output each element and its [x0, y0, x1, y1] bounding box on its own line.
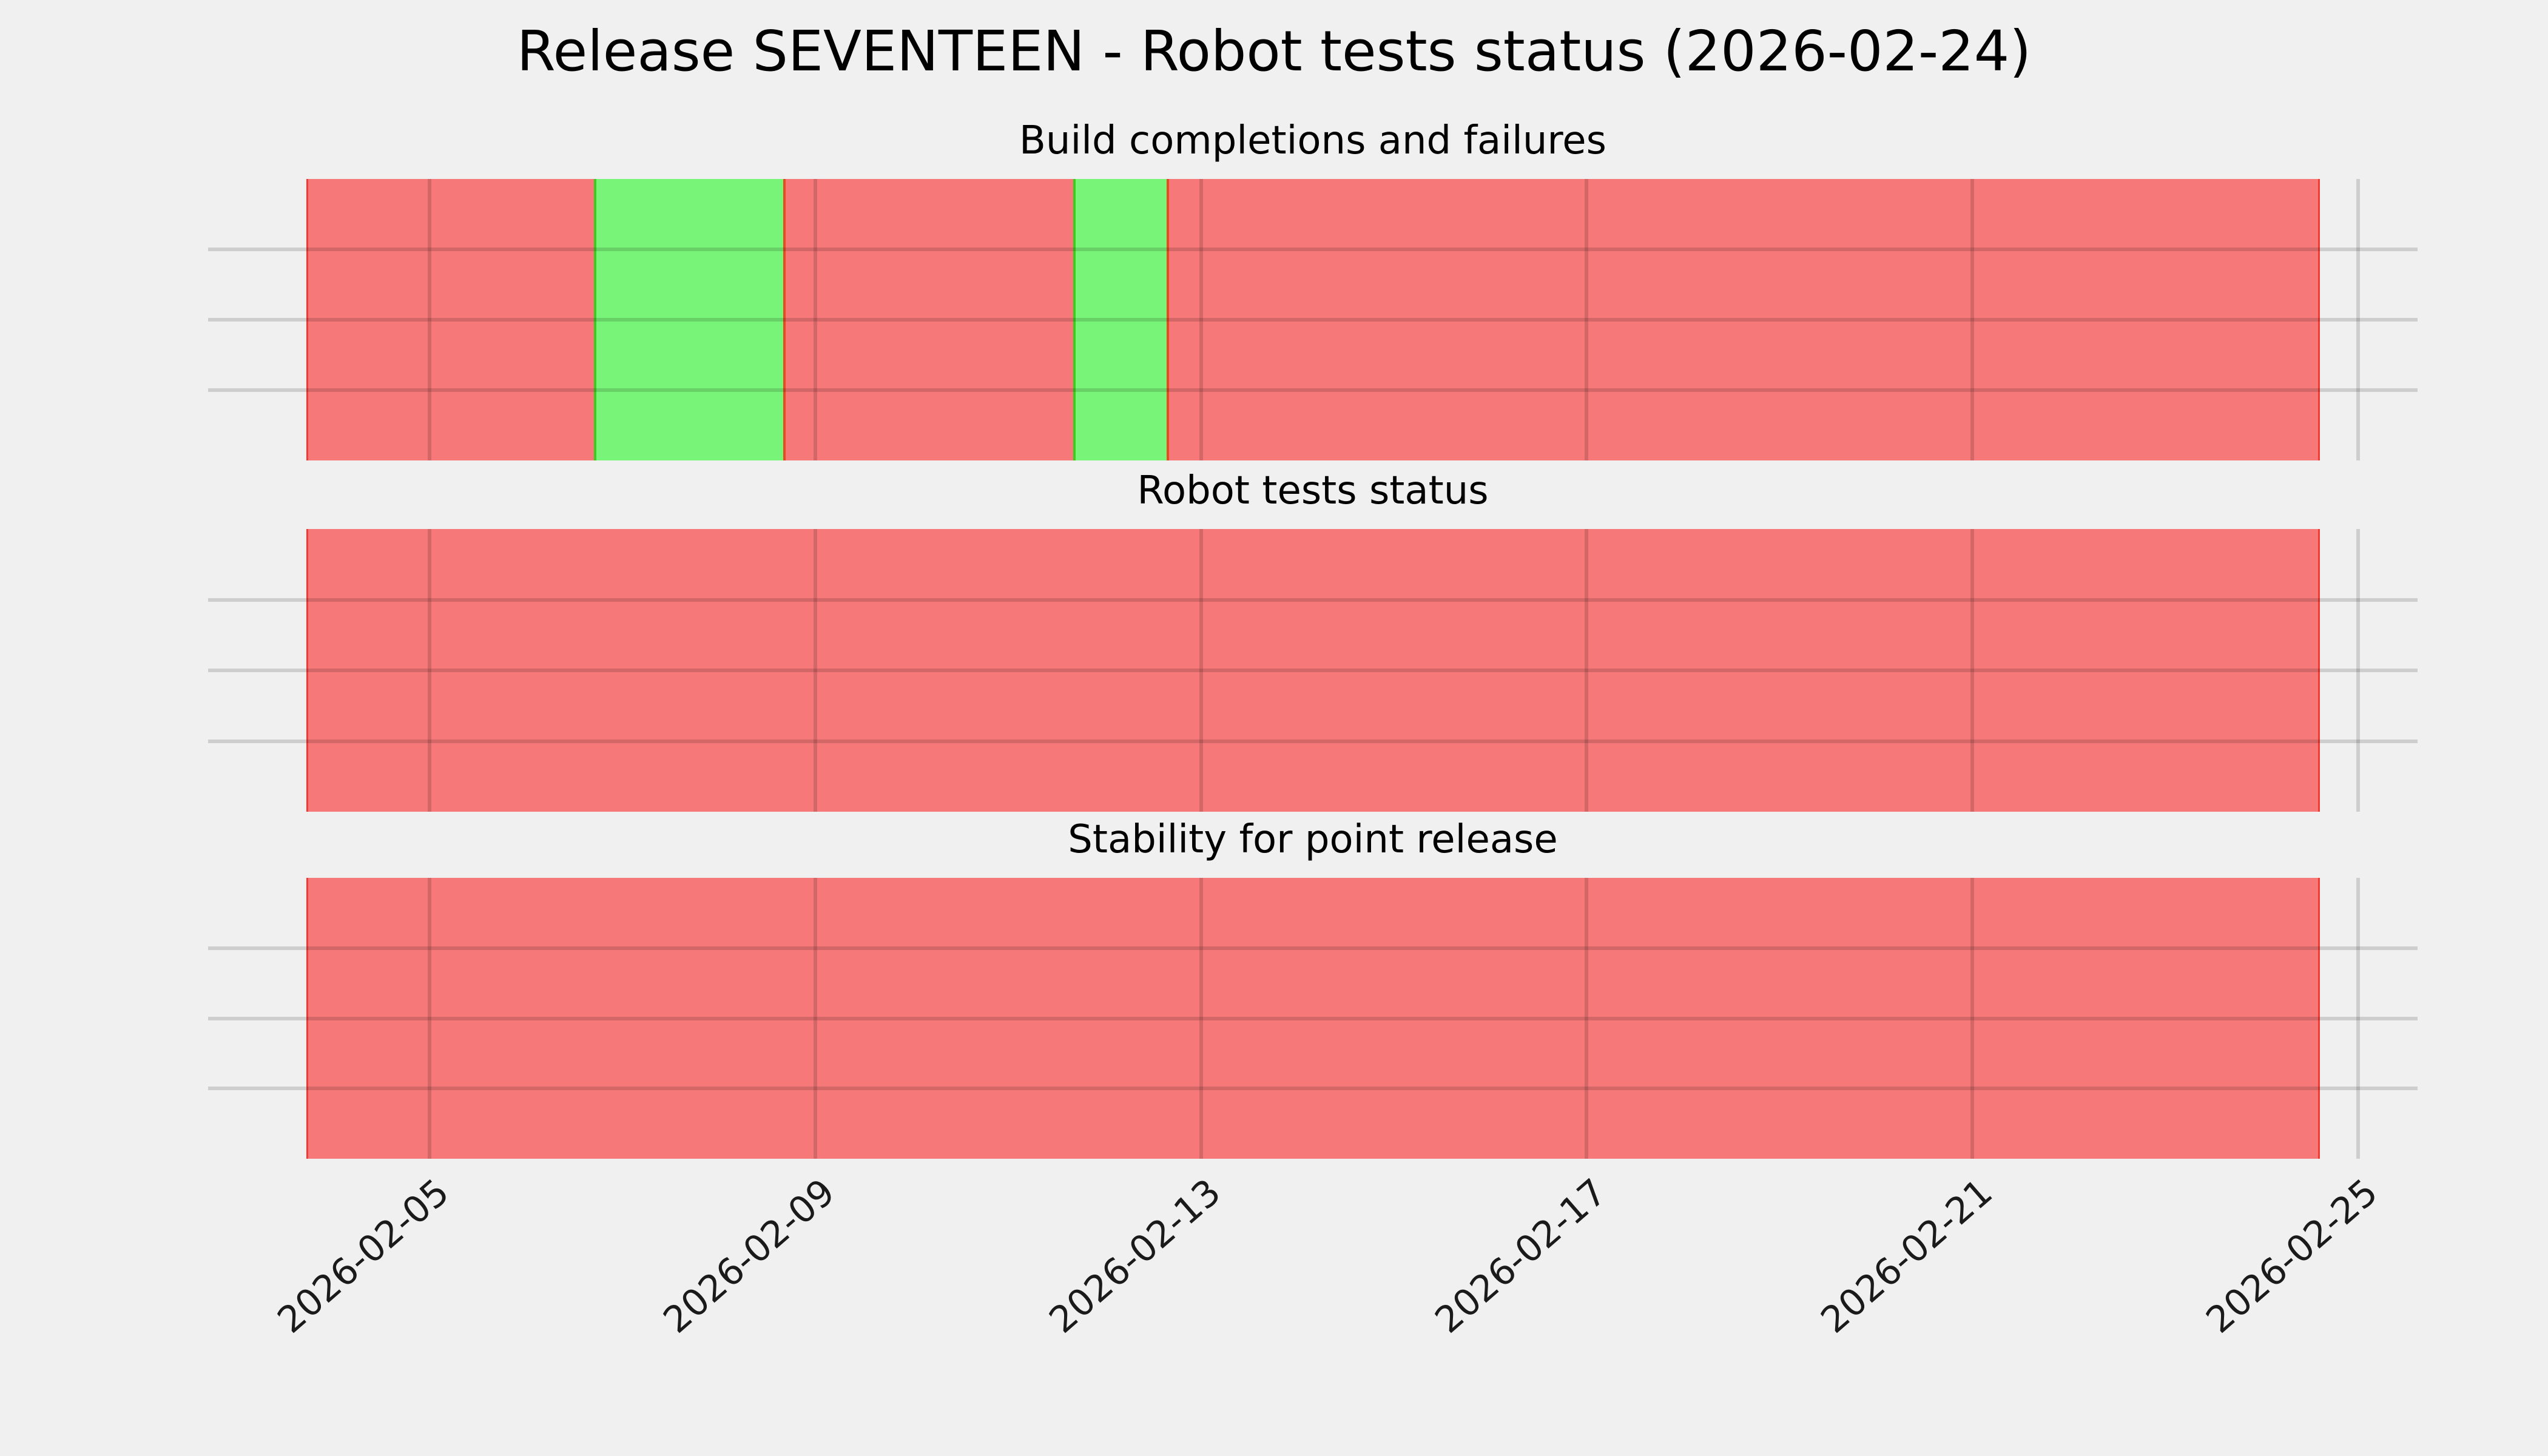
- h-gridline: [208, 248, 2418, 251]
- bars-area: [306, 179, 2320, 460]
- v-gridline: [1970, 179, 1974, 460]
- status-bar-pass: [594, 179, 786, 460]
- v-gridline: [428, 529, 431, 812]
- x-tick-label: 2026-02-09: [655, 1171, 843, 1342]
- status-bar-pass: [1073, 179, 1170, 460]
- status-bar-fail: [1169, 179, 2320, 460]
- x-tick-label: 2026-02-05: [269, 1171, 457, 1342]
- v-gridline: [1199, 179, 1203, 460]
- status-bar-fail: [786, 179, 1074, 460]
- v-gridline: [1585, 179, 1588, 460]
- h-gridline: [208, 598, 2418, 602]
- status-bar-fail: [306, 878, 2320, 1159]
- subplot-axes: [208, 529, 2418, 812]
- v-gridline: [2356, 878, 2360, 1159]
- x-tick-label: 2026-02-17: [1427, 1171, 1615, 1342]
- h-gridline: [208, 740, 2418, 743]
- status-bar-fail: [306, 179, 595, 460]
- v-gridline: [1970, 529, 1974, 812]
- subplot-title: Robot tests status: [1137, 468, 1489, 513]
- x-tick-label: 2026-02-25: [2198, 1171, 2386, 1342]
- v-gridline: [1199, 878, 1203, 1159]
- v-gridline: [814, 878, 817, 1159]
- bars-area: [306, 529, 2320, 812]
- subplot-title: Build completions and failures: [1019, 118, 1606, 163]
- v-gridline: [1585, 878, 1588, 1159]
- subplot-title: Stability for point release: [1068, 817, 1558, 862]
- v-gridline: [428, 179, 431, 460]
- v-gridline: [2356, 179, 2360, 460]
- subplot-axes: [208, 878, 2418, 1159]
- v-gridline: [1970, 878, 1974, 1159]
- v-gridline: [814, 179, 817, 460]
- x-tick-label: 2026-02-13: [1041, 1171, 1229, 1342]
- subplot-axes: [208, 179, 2418, 460]
- v-gridline: [1199, 529, 1203, 812]
- v-gridline: [1585, 529, 1588, 812]
- status-bar-fail: [306, 529, 2320, 812]
- h-gridline: [208, 946, 2418, 950]
- v-gridline: [428, 878, 431, 1159]
- v-gridline: [2356, 529, 2360, 812]
- figure-title: Release SEVENTEEN - Robot tests status (…: [516, 19, 2032, 84]
- bars-area: [306, 878, 2320, 1159]
- h-gridline: [208, 318, 2418, 322]
- v-gridline: [814, 529, 817, 812]
- h-gridline: [208, 1017, 2418, 1020]
- x-tick-label: 2026-02-21: [1813, 1171, 2001, 1342]
- h-gridline: [208, 669, 2418, 672]
- h-gridline: [208, 388, 2418, 392]
- h-gridline: [208, 1087, 2418, 1090]
